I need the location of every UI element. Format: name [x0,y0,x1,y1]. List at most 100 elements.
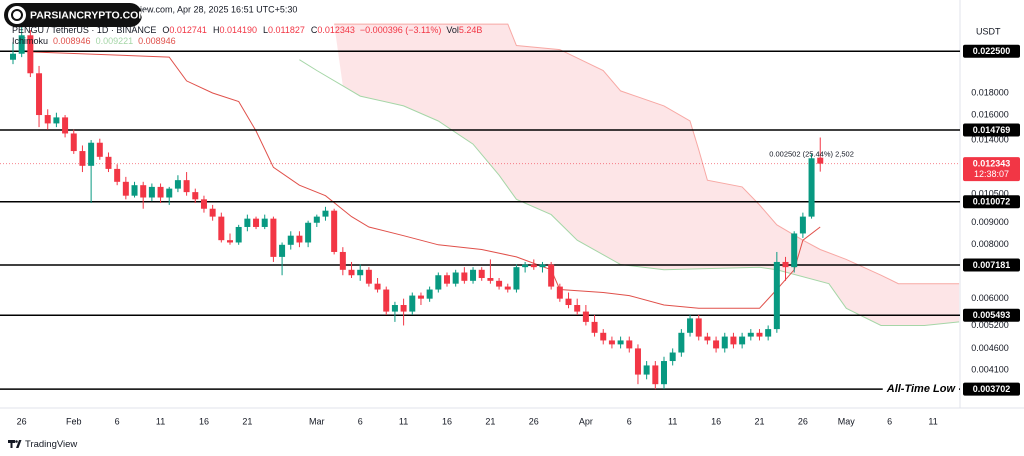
candle-body [348,269,355,276]
candle-body [400,305,407,312]
candle-body [808,158,815,217]
candle-body [435,275,442,290]
volume-value: 5.24B [459,25,483,35]
y-tick-label: 0.004100 [971,364,1009,374]
candle-body [747,332,754,337]
y-tick-label: 0.005200 [971,320,1009,330]
level-label: 0.003702 [973,384,1011,394]
candle-body [721,336,728,349]
candle-body [608,340,615,345]
ohlc-label: H [213,25,220,35]
level-label: 0.005493 [973,310,1011,320]
x-tick-label: Feb [66,416,82,426]
candle-body [817,157,824,164]
x-tick-label: 11 [156,416,165,426]
symbol: PENGU / TetherUS · 1D · BINANCE [12,25,156,35]
candle-body [270,218,277,257]
last-price-label: 0.012343 [973,158,1011,168]
currency-label: USDT [976,26,1001,36]
candle-body [70,133,77,152]
leading-span-a [334,23,960,285]
candle-body [409,295,416,312]
candle-body [487,278,494,281]
candle-body [530,264,537,268]
level-label: 0.014769 [973,125,1011,135]
ohlc-value: 0.012741 [169,25,207,35]
indicator-value: 0.008946 [53,36,91,46]
countdown-label: 12:38:07 [974,169,1009,179]
indicator-value: 0.008946 [138,36,176,46]
level-label: 0.007181 [973,260,1011,270]
candle-body [391,305,398,312]
candle-body [62,117,69,134]
candle-body [296,235,303,243]
candle-body [765,329,772,337]
x-tick-label: May [838,416,856,426]
base-line [12,50,821,309]
x-tick-label: 26 [529,416,539,426]
y-tick-label: 0.004600 [971,343,1009,353]
candle-body [652,365,659,385]
candle-body [756,332,763,337]
cloud-fill [334,24,960,326]
candle-body [730,336,737,345]
x-tick-label: 6 [115,416,120,426]
y-tick-label: 0.016000 [971,109,1009,119]
candle-body [331,210,338,252]
candle-body [218,216,225,241]
ohlc-label: C [311,25,318,35]
watermark-logo: PARSIANCRYPTO.COM [4,3,147,27]
logo-icon-ring [11,9,23,21]
candle-body [704,336,711,341]
x-tick-label: 16 [199,416,209,426]
candle-body [504,286,511,290]
candle-body [782,261,789,268]
indicator-value: 0.009221 [96,36,134,46]
candle-body [183,180,190,193]
x-tick-label: 6 [887,416,892,426]
plot-area: 26 Feb 6 11 16 21 Mar 6 11 16 21 26 Apr 6 11 16 21 26 May 6… [0,22,1009,426]
y-tick-label: 0.014000 [971,134,1009,144]
x-tick-label: 16 [711,416,721,426]
x-tick-label: 11 [399,416,408,426]
candle-body [157,186,164,198]
candle-body [539,264,546,268]
ohlc-label: O [162,25,169,35]
candle-body [279,244,286,257]
candle-body [27,35,34,74]
y-tick-label: 0.008000 [971,239,1009,249]
x-tick-label: 21 [485,416,495,426]
level-label-box [963,44,1020,58]
candle-body [209,208,216,217]
candle-body [131,185,138,196]
candle-body [10,53,16,60]
x-tick-label: 11 [928,416,937,426]
candle-body [582,311,589,322]
logo-badge [4,3,142,27]
candle-body [470,269,477,281]
level-label: 0.022500 [973,46,1011,56]
header-legend: PENGU / TetherUS · 1D · BINANCE O0.012741… [12,25,482,35]
candle-body [452,272,459,284]
x-tick-label: 6 [358,416,363,426]
candle-body [478,269,485,279]
level-label-box [963,123,1020,137]
candle-body [253,218,260,227]
measure-label: 0.002502 (25.44%) 2,502 [769,150,854,159]
candle-body [36,73,43,116]
candle-body [339,251,346,270]
candle-body [661,361,667,385]
candle-body [88,142,95,166]
candle-body [287,235,294,245]
level-label-box [963,258,1020,272]
candle-body [643,365,650,375]
candle-body [244,218,251,227]
logo-text: PARSIANCRYPTO.COM [30,9,147,21]
candle-body [461,272,468,281]
candle-body [444,275,450,284]
candle-body [122,181,129,196]
ohlc-value: 0.011827 [268,25,305,35]
candle-body [148,186,155,198]
tradingview-icon [8,440,22,448]
